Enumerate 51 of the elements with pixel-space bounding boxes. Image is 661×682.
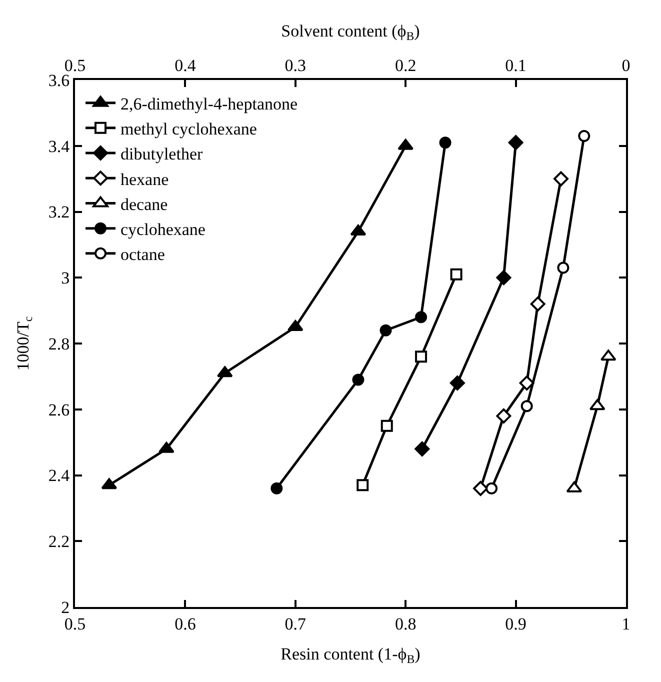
point xyxy=(553,171,568,186)
y-tick-label: 3.4 xyxy=(48,136,70,156)
point xyxy=(520,400,533,412)
legend-label: hexane xyxy=(120,170,169,189)
y-tick-label: 2.8 xyxy=(48,334,70,354)
x2-tick-label: 0.3 xyxy=(284,56,306,76)
point xyxy=(270,482,283,494)
x-tick-label: 0.8 xyxy=(394,614,416,634)
x2-axis-title: Solvent content (ϕ$_{B}$) xyxy=(281,21,420,43)
x2-tick-label: 0 xyxy=(622,56,630,76)
point xyxy=(578,130,590,142)
point xyxy=(530,296,546,312)
point xyxy=(486,482,498,494)
point xyxy=(352,374,364,386)
x-tick-label: 1 xyxy=(622,614,630,634)
legend-label: cyclohexane xyxy=(120,220,206,239)
x-tick-label: 0.6 xyxy=(174,614,196,634)
y-tick-label: 2.2 xyxy=(48,532,70,552)
point xyxy=(158,442,174,453)
legend-label: decane xyxy=(120,194,168,214)
legend-label: methyl cyclohexane xyxy=(120,120,257,139)
x2-tick-label: 0.1 xyxy=(505,56,526,76)
point xyxy=(508,135,524,150)
x-tick-label: 0.7 xyxy=(284,614,307,634)
legend-label: 2,6-dimethyl-4-heptanone xyxy=(120,94,298,114)
point xyxy=(414,441,430,456)
x-tick-label: 0.9 xyxy=(505,614,526,634)
y-tick-label: 2 xyxy=(61,598,70,617)
x-tick-label: 0.5 xyxy=(64,614,86,634)
point xyxy=(496,408,512,424)
point xyxy=(415,311,428,324)
point xyxy=(380,420,393,432)
point xyxy=(519,376,534,391)
y-tick-label: 2.6 xyxy=(48,400,70,420)
point xyxy=(380,324,392,336)
point xyxy=(356,479,369,492)
y-tick-label: 2.4 xyxy=(48,466,70,486)
point xyxy=(415,350,428,363)
legend-label: dibutylether xyxy=(120,144,203,164)
x2-tick-label: 0.2 xyxy=(394,56,416,76)
point xyxy=(557,262,570,274)
point xyxy=(450,376,465,391)
y-tick-label: 3.2 xyxy=(48,202,70,222)
point xyxy=(439,136,452,149)
point xyxy=(473,480,488,496)
x2-tick-label: 0.4 xyxy=(174,56,196,76)
point xyxy=(496,270,512,286)
x-axis-title: Resin content (1-ϕ$_{B}$) xyxy=(280,644,420,666)
y-tick-label: 3 xyxy=(61,268,70,288)
legend-label: octane xyxy=(120,245,165,264)
point xyxy=(450,268,462,280)
